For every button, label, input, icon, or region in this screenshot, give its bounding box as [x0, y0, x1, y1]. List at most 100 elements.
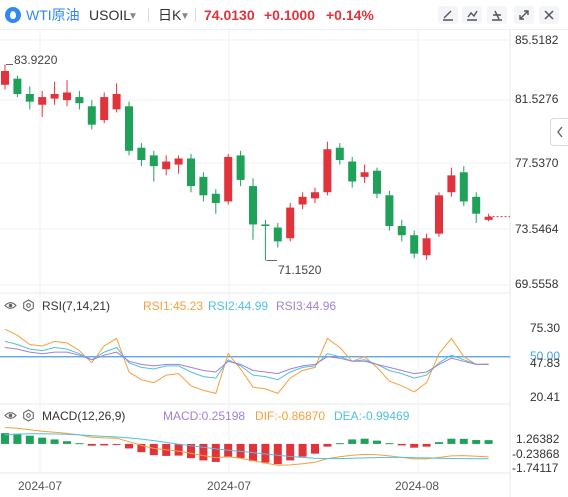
price-axis-label: 73.5464: [515, 222, 559, 236]
candle: [273, 227, 282, 242]
rsi2-line: [4, 340, 489, 381]
macd-bar: [1, 433, 9, 444]
candle: [38, 97, 47, 105]
fullscreen-icon[interactable]: [514, 6, 534, 24]
candle: [63, 92, 71, 101]
hide-indicator-icon[interactable]: [4, 299, 17, 312]
rsi1-value: RSI1:45.23: [143, 299, 204, 313]
rsi1-line: [4, 328, 489, 394]
candle: [459, 172, 468, 202]
candle: [311, 192, 319, 199]
candle: [149, 155, 158, 167]
rsi2-value: RSI2:44.99: [208, 299, 269, 313]
macd-bar: [273, 443, 282, 465]
dif-value: DIF:-0.86870: [255, 409, 326, 423]
candle: [286, 207, 295, 239]
macd-axis-label: -0.23868: [512, 447, 560, 461]
macd-bar: [174, 443, 183, 456]
indicator-settings-icon[interactable]: [22, 299, 35, 312]
rsi-axis-label: 47.83: [530, 356, 561, 370]
price-axis-label: 85.5182: [515, 33, 559, 47]
hide-indicator-icon[interactable]: [4, 409, 17, 422]
drawing-tool-icon[interactable]: [438, 6, 458, 24]
candle: [13, 78, 22, 94]
candle: [50, 93, 59, 99]
candle: [25, 93, 34, 102]
candle: [373, 170, 381, 194]
macd-value: MACD:0.25198: [163, 409, 246, 423]
candle: [261, 224, 270, 226]
dea-value: DEA:-0.99469: [334, 409, 410, 423]
macd-bar: [50, 439, 59, 444]
macd-bar: [137, 443, 146, 453]
divider: [148, 8, 149, 22]
macd-bar: [323, 443, 332, 447]
candle: [162, 161, 171, 170]
dea-line: [4, 433, 489, 460]
symbol-code[interactable]: USOIL: [89, 7, 132, 23]
price-axis-label: 81.5276: [515, 92, 559, 106]
rsi-axis-label: 20.41: [530, 390, 561, 404]
candle: [75, 97, 84, 104]
macd-bar: [187, 443, 195, 459]
macd-bar: [75, 443, 84, 445]
candle: [298, 196, 307, 205]
macd-bar: [87, 443, 96, 446]
price-axis-label: 69.5558: [515, 277, 559, 291]
macd-bar: [348, 439, 357, 444]
date-axis-label: 2024-07: [18, 479, 63, 493]
macd-bar: [484, 440, 493, 444]
rsi-title: RSI(7,14,21): [42, 299, 111, 313]
indicator-settings-icon[interactable]: [22, 409, 35, 422]
macd-bar: [335, 443, 344, 445]
candle: [125, 106, 133, 151]
macd-axis-label: 1.26382: [516, 432, 560, 446]
macd-bar: [397, 443, 406, 446]
rsi-axis-label: 75.30: [530, 321, 561, 335]
candle: [236, 155, 245, 180]
macd-bar: [261, 443, 270, 463]
chevron-left-icon: [556, 126, 563, 138]
chevron-down-icon[interactable]: ▼: [128, 11, 138, 22]
rsi3-value: RSI3:44.96: [276, 299, 337, 313]
candle: [199, 176, 208, 196]
candle: [249, 186, 257, 225]
last-price: 74.0130: [204, 7, 255, 23]
collapse-panel-button[interactable]: [550, 118, 568, 146]
price-change: +0.1000: [264, 7, 315, 23]
candle: [174, 158, 183, 165]
macd-bar: [13, 433, 22, 444]
candle: [1, 70, 9, 85]
settings-icon[interactable]: [487, 6, 507, 24]
macd-bar: [373, 440, 381, 444]
macd-bar: [125, 443, 133, 449]
candle: [435, 195, 443, 234]
macd-bar: [100, 443, 109, 446]
candle: [224, 156, 233, 202]
candle: [348, 161, 357, 182]
macd-bar: [435, 442, 443, 444]
close-icon[interactable]: [539, 6, 559, 24]
chart-header: WTI原油 USOIL ▼ 日K ▼ 74.0130 +0.1000 +0.14…: [0, 0, 568, 30]
candle: [335, 147, 344, 160]
price-change-pct: +0.14%: [326, 7, 374, 23]
candle: [211, 193, 220, 203]
candle: [447, 175, 456, 193]
period-selector[interactable]: 日K: [158, 7, 182, 23]
candle: [385, 195, 394, 226]
divider: [195, 8, 196, 22]
candle: [87, 106, 96, 125]
candle: [323, 149, 332, 193]
chevron-down-icon[interactable]: ▼: [180, 11, 190, 22]
symbol-name[interactable]: WTI原油: [26, 7, 80, 23]
candle: [397, 225, 406, 236]
macd-bar: [472, 440, 481, 444]
macd-bar: [63, 441, 71, 444]
candle: [137, 147, 146, 160]
chart-type-icon[interactable]: [462, 6, 482, 24]
macd-bar: [360, 438, 369, 444]
dif-line: [4, 427, 489, 466]
macd-bar: [25, 435, 34, 444]
macd-bar: [459, 438, 468, 444]
